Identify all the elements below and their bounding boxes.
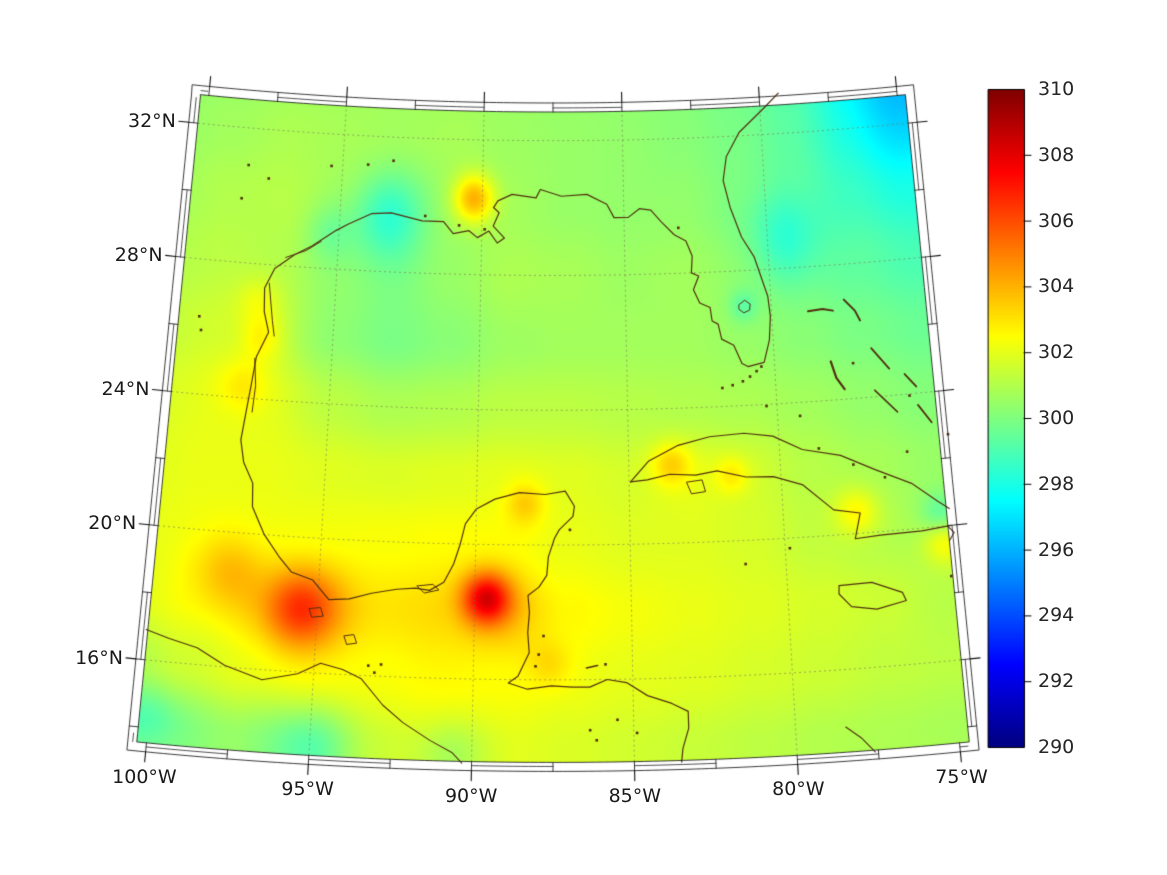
map-canvas [0, 0, 1167, 875]
figure: 100°W 95°W 90°W 85°W 80°W 75°W 32°N 28°N 24°N 20°… [0, 0, 1167, 875]
